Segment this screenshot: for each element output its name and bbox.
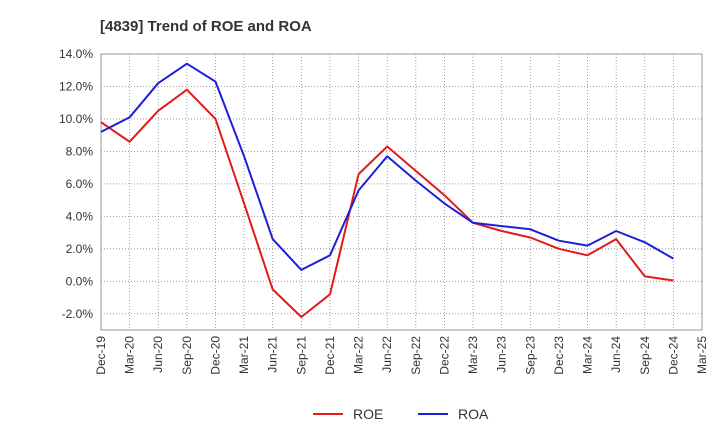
x-tick-label: Jun-21: [266, 336, 280, 373]
legend-label-roe: ROE: [353, 406, 383, 422]
y-tick-label: -2.0%: [62, 307, 94, 321]
series-line-roa: [100, 62, 674, 271]
x-tick-label: Sep-24: [638, 336, 652, 375]
x-tick-label: Dec-19: [94, 336, 108, 375]
x-tick-label: Jun-24: [609, 336, 623, 373]
x-tick-label: Sep-22: [409, 336, 423, 375]
x-tick-label: Mar-20: [123, 336, 137, 374]
y-tick-label: 6.0%: [66, 177, 94, 191]
x-tick-label: Jun-20: [151, 336, 165, 373]
x-tick-label: Jun-22: [380, 336, 394, 373]
x-tick-label: Mar-22: [352, 336, 366, 374]
chart-title: [4839] Trend of ROE and ROA: [100, 18, 312, 35]
x-tick-label: Sep-21: [294, 336, 308, 375]
y-tick-label: 10.0%: [59, 112, 93, 126]
series-layer: [100, 62, 674, 318]
x-tick-label: Dec-20: [208, 336, 222, 375]
plot-area: [100, 53, 703, 331]
x-tick-label: Dec-23: [552, 336, 566, 375]
x-tick-label: Dec-22: [437, 336, 451, 375]
x-tick-labels: Dec-19 Mar-20 Jun-20 Sep-20 Dec-20 Mar-21 Jun-…: [94, 336, 709, 375]
x-tick-label: Jun-23: [495, 336, 509, 373]
y-tick-label: 12.0%: [59, 79, 93, 93]
x-tick-label: Mar-25: [695, 336, 709, 374]
y-tick-labels: 14.0% 12.0% 10.0% 8.0% 6.0% 4.0% 2.0% 0.0% -2.0%: [59, 47, 93, 321]
series-line-roe: [100, 88, 674, 318]
y-tick-label: 2.0%: [66, 242, 94, 256]
legend-label-roa: ROA: [458, 406, 489, 422]
y-tick-label: 4.0%: [66, 209, 94, 223]
y-tick-label: 0.0%: [66, 274, 94, 288]
legend: ROE ROA: [313, 406, 489, 422]
y-tick-label: 8.0%: [66, 144, 94, 158]
y-tick-label: 14.0%: [59, 47, 93, 61]
x-tick-label: Sep-20: [180, 336, 194, 375]
x-tick-label: Dec-21: [323, 336, 337, 375]
x-tick-label: Mar-21: [237, 336, 251, 374]
x-tick-label: Dec-24: [666, 336, 680, 375]
x-tick-label: Mar-24: [581, 336, 595, 374]
x-tick-label: Mar-23: [466, 336, 480, 374]
x-tick-label: Sep-23: [523, 336, 537, 375]
